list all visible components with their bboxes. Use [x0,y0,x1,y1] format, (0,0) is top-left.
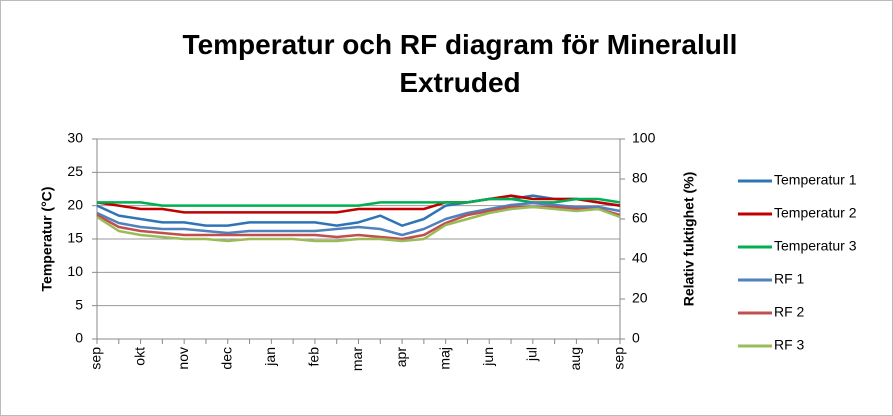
x-tick-label: jan [262,347,278,367]
legend-label: Temperatur 2 [774,205,857,221]
legend-label: Temperatur 1 [774,172,857,188]
series-line [96,201,621,237]
x-tick-label: apr [393,347,409,368]
x-tick-label: dec [218,347,234,370]
y-tick-label: 20 [67,196,83,212]
x-tick-label: mar [349,347,365,371]
x-tick-label: sep [88,347,104,370]
legend-label: Temperatur 3 [774,238,857,254]
x-tick-label: sep [611,347,627,370]
chart-title: Temperatur och RF diagram för Mineralull… [182,29,738,98]
y-tick-label: 0 [75,330,83,346]
y2-tick-label: 80 [632,170,648,186]
series-line [96,205,621,243]
legend-label: RF 2 [774,304,805,320]
y-axis-title: Temperatur (°C) [39,187,55,292]
x-tick-label: feb [306,347,322,367]
y2-tick-label: 0 [632,330,640,346]
series-line [96,194,621,214]
x-tick-label: aug [567,347,583,370]
legend-label: RF 3 [774,337,805,353]
x-tick-label: jul [524,347,540,362]
y-tick-label: 15 [67,230,83,246]
x-tick-label: jun [480,347,496,367]
y-tick-label: 10 [67,263,83,279]
y2-tick-label: 60 [632,210,648,226]
x-tick-label: nov [175,347,191,370]
y2-tick-label: 100 [632,130,656,146]
x-tick-label: maj [436,347,452,370]
y2-axis-title: Relativ fuktighet (%) [681,172,697,307]
series-line [96,194,621,227]
y-tick-label: 25 [67,163,83,179]
y-tick-label: 30 [67,130,83,146]
legend-label: RF 1 [774,271,805,287]
y2-tick-label: 40 [632,250,648,266]
y-tick-label: 5 [75,296,83,312]
x-tick-label: okt [131,347,147,366]
y2-tick-label: 20 [632,290,648,306]
